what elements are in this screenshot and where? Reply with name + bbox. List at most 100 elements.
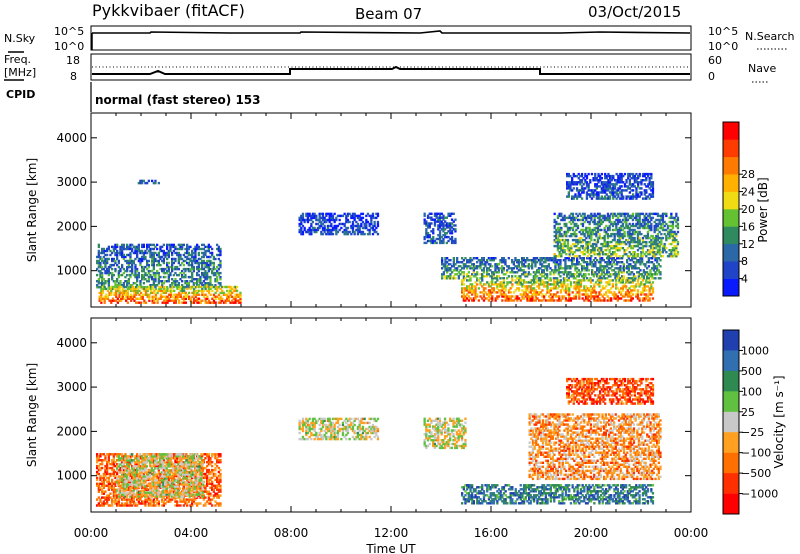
power-echo-cell	[164, 267, 167, 271]
power-echo-cell	[121, 293, 124, 296]
power-echo-cell	[633, 289, 636, 292]
power-echo-cell	[194, 249, 197, 253]
power-echo-cell	[356, 224, 360, 228]
power-echo-cell	[504, 263, 507, 266]
power-echo-cell	[131, 297, 134, 300]
power-echo-cell	[544, 265, 547, 268]
power-echo-cell	[181, 286, 184, 289]
power-echo-cell	[586, 244, 590, 248]
power-echo-cell	[214, 291, 217, 295]
power-echo-cell	[331, 228, 335, 232]
power-echo-cell	[646, 172, 650, 176]
power-echo-cell	[643, 172, 646, 176]
power-echo-cell	[640, 255, 643, 258]
power-echo-cell	[321, 226, 325, 230]
power-echo-cell	[368, 232, 371, 236]
power-echo-cell	[119, 245, 122, 249]
power-echo-cell	[504, 287, 507, 290]
power-echo-cell	[595, 187, 598, 190]
power-echo-cell	[558, 238, 561, 242]
power-echo-cell	[583, 246, 586, 250]
power-echo-cell	[613, 220, 616, 224]
power-echo-cell	[489, 275, 492, 278]
power-echo-cell	[507, 267, 510, 270]
power-echo-cell	[626, 291, 629, 294]
power-echo-cell	[584, 285, 588, 288]
power-echo-cell	[633, 236, 636, 240]
power-echo-cell	[152, 243, 155, 247]
power-echo-cell	[209, 282, 212, 285]
power-echo-cell	[183, 291, 186, 295]
power-echo-cell	[556, 279, 559, 282]
power-echo-cell	[524, 273, 527, 276]
power-echo-cell	[132, 282, 135, 285]
power-echo-cell	[204, 287, 207, 291]
power-echo-cell	[154, 245, 157, 249]
power-echo-cell	[670, 251, 673, 254]
power-echo-cell	[447, 267, 450, 270]
power-echo-cell	[617, 195, 620, 198]
velocity-echo-cell	[104, 474, 107, 478]
power-echo-cell	[628, 230, 631, 234]
power-echo-cell	[616, 267, 619, 270]
power-echo-cell	[640, 246, 643, 250]
power-echo-cell	[583, 216, 586, 220]
power-echo-cell	[97, 261, 100, 265]
power-echo-cell	[587, 273, 590, 276]
power-echo-cell	[582, 265, 585, 268]
power-echo-cell	[144, 286, 147, 289]
power-echo-cell	[604, 177, 607, 180]
power-echo-cell	[637, 174, 640, 178]
power-echo-cell	[173, 285, 176, 289]
power-echo-cell	[612, 197, 615, 200]
power-echo-cell	[591, 295, 594, 298]
power-echo-cell	[426, 239, 430, 243]
power-echo-cell	[650, 174, 653, 178]
power-echo-cell	[598, 251, 601, 254]
power-echo-cell	[666, 226, 670, 230]
power-echo-cell	[589, 297, 593, 300]
power-echo-cell	[181, 301, 184, 304]
power-echo-cell	[169, 243, 172, 247]
power-echo-cell	[597, 197, 600, 200]
power-echo-cell	[107, 282, 110, 285]
power-echo-cell	[594, 257, 597, 260]
power-echo-cell	[107, 284, 110, 287]
power-echo-cell	[589, 181, 592, 184]
power-echo-cell	[608, 244, 611, 248]
power-echo-cell	[196, 282, 199, 285]
power-echo-cell	[603, 299, 606, 302]
power-echo-cell	[618, 297, 621, 300]
power-echo-cell	[644, 265, 647, 268]
power-echo-cell	[139, 257, 142, 261]
power-echo-cell	[106, 267, 109, 271]
power-echo-cell	[635, 244, 638, 248]
power-echo-cell	[651, 277, 654, 280]
power-echo-cell	[114, 251, 117, 255]
power-echo-cell	[226, 299, 229, 302]
power-echo-cell	[590, 251, 593, 254]
power-echo-cell	[601, 287, 604, 290]
power-echo-cell	[527, 263, 530, 266]
power-echo-cell	[101, 275, 104, 279]
power-echo-cell	[615, 228, 618, 232]
power-echo-cell	[575, 244, 578, 248]
velocity-echo-cell	[102, 476, 105, 480]
power-echo-cell	[626, 277, 629, 280]
power-echo-cell	[438, 241, 442, 245]
power-echo-cell	[497, 285, 501, 288]
power-echo-cell	[139, 291, 143, 295]
velocity-echo-cell	[112, 457, 115, 460]
power-echo-cell	[622, 195, 625, 198]
power-echo-cell	[499, 285, 502, 288]
power-echo-cell	[102, 282, 105, 285]
power-echo-cell	[573, 295, 576, 298]
power-echo-cell	[572, 273, 575, 276]
power-echo-cell	[566, 244, 570, 248]
power-echo-cell	[365, 226, 368, 230]
power-echo-cell	[454, 230, 457, 233]
velocity-echo-cell	[114, 484, 117, 487]
power-echo-cell	[442, 273, 445, 276]
power-echo-cell	[566, 271, 569, 274]
power-echo-cell	[650, 181, 653, 184]
